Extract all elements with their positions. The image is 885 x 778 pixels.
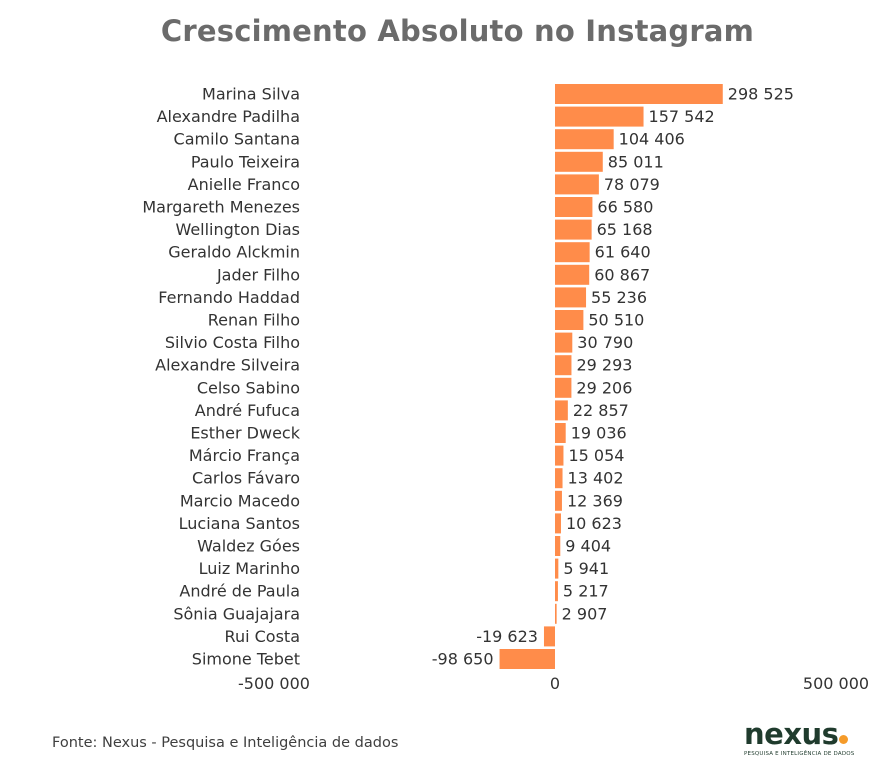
bar [555, 581, 558, 602]
value-label: -98 650 [432, 650, 494, 669]
category-label: Renan Filho [208, 311, 300, 330]
category-label: Paulo Teixeira [191, 152, 300, 171]
bar [555, 106, 644, 127]
category-label: Alexandre Padilha [157, 107, 300, 126]
category-label: Márcio França [189, 446, 300, 465]
value-label: 157 542 [649, 107, 715, 126]
nexus-logo: nexus PESQUISA E INTELIGÊNCIA DE DADOS [744, 718, 864, 757]
bar [555, 468, 563, 489]
chart-title: Crescimento Absoluto no Instagram [160, 14, 755, 48]
category-label: Geraldo Alckmin [168, 243, 300, 262]
value-label: 12 369 [567, 491, 623, 510]
category-label: Margareth Menezes [142, 198, 300, 217]
value-label: 104 406 [619, 130, 685, 149]
bar [555, 84, 723, 104]
value-label: 85 011 [608, 152, 664, 171]
category-label: Camilo Santana [174, 130, 300, 149]
value-label: 2 907 [562, 604, 608, 623]
x-axis-ticks-layer: -500 000 0 500 000 [238, 674, 869, 693]
logo-wordmark: nexus [744, 718, 864, 750]
bar [555, 490, 562, 511]
value-label: 29 206 [576, 378, 632, 397]
category-label: Luciana Santos [179, 514, 300, 533]
value-label: 10 623 [566, 514, 622, 533]
bar [555, 513, 561, 534]
bar [555, 445, 564, 466]
bar [555, 242, 590, 263]
value-label: 78 079 [604, 175, 660, 194]
bar [555, 287, 587, 308]
category-label: Esther Dweck [190, 424, 300, 443]
category-label: Marina Silva [202, 85, 300, 104]
category-label: Silvio Costa Filho [165, 333, 300, 352]
bar [555, 174, 599, 195]
x-tick-label: 0 [550, 674, 560, 693]
bar [555, 219, 592, 240]
bar [555, 129, 614, 150]
bar [555, 423, 566, 443]
bar [555, 197, 593, 217]
x-tick-label: 500 000 [803, 674, 869, 693]
value-labels-layer: 298 525 157 542 104 406 85 011 78 079 66 580 6… [432, 85, 794, 669]
value-label: 65 168 [597, 220, 653, 239]
logo-tagline: PESQUISA E INTELIGÊNCIA DE DADOS [744, 751, 855, 757]
bar [555, 151, 603, 172]
logo-word-text: nexus [744, 717, 839, 751]
value-label: 61 640 [595, 243, 651, 262]
category-label: Rui Costa [225, 627, 300, 646]
bar [555, 377, 572, 398]
value-label: 29 293 [576, 356, 632, 375]
value-label: 298 525 [728, 85, 794, 104]
value-label: 22 857 [573, 401, 629, 420]
bar [555, 355, 572, 376]
category-label: Simone Tebet [192, 650, 300, 669]
bar [555, 400, 568, 421]
category-label: Fernando Haddad [158, 288, 300, 307]
source-note: Fonte: Nexus - Pesquisa e Inteligência d… [52, 735, 399, 751]
value-label: 60 867 [594, 265, 650, 284]
bar [555, 558, 559, 579]
bar [555, 332, 573, 353]
category-label: Celso Sabino [197, 378, 300, 397]
value-label: 55 236 [591, 288, 647, 307]
x-tick-label: -500 000 [238, 674, 310, 693]
category-label: Waldez Góes [197, 537, 300, 556]
category-label: Jader Filho [216, 265, 300, 284]
bar [555, 310, 584, 330]
value-label: 9 404 [565, 537, 611, 556]
category-label: André Fufuca [195, 401, 300, 420]
category-label: Luiz Marinho [199, 559, 300, 578]
category-labels-layer: Marina Silva Alexandre Padilha Camilo Sant… [142, 85, 300, 669]
bar [543, 626, 555, 647]
value-label: 5 941 [563, 559, 609, 578]
logo-dot-icon [839, 735, 849, 744]
value-label: 13 402 [568, 469, 624, 488]
category-label: Marcio Macedo [180, 491, 300, 510]
category-label: André de Paula [179, 582, 300, 601]
bars-layer [499, 84, 723, 669]
value-label: 66 580 [597, 198, 653, 217]
bar [555, 603, 557, 624]
category-label: Carlos Fávaro [192, 469, 300, 488]
bar-chart: Marina Silva Alexandre Padilha Camilo Sant… [142, 84, 869, 693]
category-label: Alexandre Silveira [155, 356, 300, 375]
value-label: 5 217 [563, 582, 609, 601]
bar [499, 649, 555, 669]
bar [555, 264, 590, 285]
value-label: -19 623 [476, 627, 538, 646]
category-label: Anielle Franco [188, 175, 300, 194]
value-label: 50 510 [588, 311, 644, 330]
value-label: 15 054 [568, 446, 624, 465]
category-label: Wellington Dias [175, 220, 300, 239]
value-label: 30 790 [577, 333, 633, 352]
value-label: 19 036 [571, 424, 627, 443]
bar [555, 536, 561, 556]
category-label: Sônia Guajajara [173, 604, 300, 623]
